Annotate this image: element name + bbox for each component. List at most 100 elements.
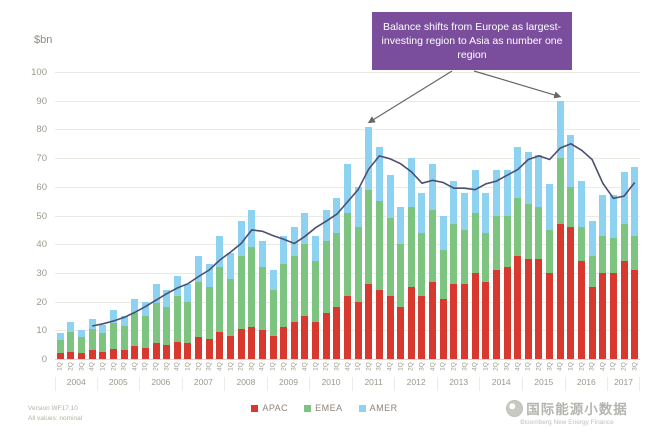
bar-segment-amer [141,301,149,316]
bar-segment-emea [131,313,139,347]
quarter-tick-label: 4Q [514,362,522,371]
bar-segment-apac [88,350,96,359]
stacked-bar-q53 [620,172,628,359]
quarter-tick-label: 2Q [237,362,245,371]
stacked-bar-q1 [67,321,75,359]
y-tick-label-70: 70 [36,153,47,165]
quarter-tick-label: 3Q [418,362,426,371]
values-note-label: All values: nominal [28,414,83,422]
stacked-bar-q8 [141,301,149,359]
bar-segment-amer [184,284,192,302]
wechat-account-logo-icon [506,399,524,417]
bar-segment-emea [524,204,532,259]
stacked-bar-q0 [56,333,64,359]
bar-segment-amer [110,310,117,324]
bar-segment-amer [258,241,266,268]
bar-segment-amer [588,221,596,256]
quarter-tick-label: 2Q [110,362,117,371]
bar-segment-emea [152,303,160,344]
bar-segment-amer [365,126,373,190]
bar-segment-apac [78,353,86,359]
bar-segment-amer [524,152,532,205]
bar-segment-emea [312,261,320,322]
legend-item-amer: AMER [358,403,398,413]
bar-segment-apac [99,351,107,359]
stacked-bar-q37 [450,181,458,359]
quarter-tick-label: 3Q [78,362,86,371]
bar-segment-emea [120,326,128,351]
bar-segment-emea [56,340,64,354]
bar-segment-amer [120,315,128,326]
bar-segment-apac [375,290,383,359]
stacked-bar-q34 [418,192,426,359]
bar-segment-apac [397,307,405,359]
year-tick-label-2013: 2013 [438,377,481,391]
year-tick-label-2007: 2007 [183,377,226,391]
quarter-axis-labels: 1Q 2Q 3Q 4Q 1Q 2Q 3Q 4Q 1Q 2Q 3Q 4Q 1Q 2Q 3Q 4Q 1Q 2Q 3Q 4Q… [55,360,640,377]
bar-segment-emea [375,201,383,291]
bar-segment-amer [195,255,203,282]
bar-segment-emea [99,333,107,352]
stacked-bar-q21 [280,235,288,359]
quarter-tick-label: 3Q [120,362,128,371]
stacked-bar-q4 [99,324,107,359]
bar-segment-amer [173,275,181,296]
bar-segment-emea [556,158,564,225]
watermark-block: 国际能源小数据 Bloomberg New Energy Finance [487,398,647,426]
bar-segment-apac [386,295,394,359]
year-tick-label-2010: 2010 [310,377,353,391]
quarter-tick-label: 1Q [354,362,362,371]
bar-segment-amer [439,215,447,250]
stacked-bar-q39 [471,169,479,359]
stacked-bar-q14 [205,264,213,359]
bar-segment-apac [599,272,607,359]
quarter-tick-label: 1Q [184,362,192,371]
stacked-bar-q5 [110,310,117,359]
bar-segment-apac [184,343,192,359]
quarter-tick-label: 4Q [344,362,351,371]
stacked-bar-q30 [375,146,383,359]
bar-segment-amer [503,169,511,216]
stacked-bar-q20 [269,270,277,359]
quarter-tick-label: 3Q [503,362,511,371]
bar-segment-amer [205,264,213,288]
quarter-tick-label: 3Q [248,362,256,371]
quarter-tick-label: 2Q [195,362,203,371]
bar-segment-apac [237,328,245,359]
bar-segment-amer [429,163,437,210]
quarter-tick-label: 2Q [152,362,160,371]
legend-item-emea: EMEA [304,403,343,413]
bar-segment-amer [556,100,564,159]
bar-segment-emea [333,232,341,308]
bar-segment-amer [88,318,96,329]
bar-segment-amer [407,158,415,207]
bar-segment-amer [514,146,522,199]
bar-segment-emea [631,235,639,271]
bar-segment-apac [67,351,75,359]
bar-segment-emea [471,212,479,273]
bar-segment-emea [609,238,617,273]
bar-segment-emea [461,229,468,285]
bar-segment-amer [56,333,64,341]
stacked-bar-q29 [365,126,373,359]
y-tick-label-30: 30 [36,267,47,279]
bar-segment-amer [471,169,479,213]
bar-segment-apac [248,327,256,359]
stacked-bar-q23 [301,212,309,359]
quarter-tick-label: 3Q [588,362,596,371]
bar-segment-amer [237,221,245,256]
quarter-tick-label: 1Q [482,362,490,371]
bar-segment-emea [397,244,405,308]
bar-segment-emea [450,224,458,285]
bar-segment-amer [78,330,86,338]
bar-segment-emea [290,255,298,322]
quarter-tick-label: 4Q [258,362,266,371]
stacked-bar-q41 [492,169,500,359]
bar-segment-emea [365,189,373,285]
bar-segment-amer [99,324,107,334]
y-tick-label-20: 20 [36,296,47,308]
bar-segment-amer [67,321,75,332]
y-tick-label-50: 50 [36,210,47,222]
quarter-tick-label: 4Q [173,362,181,371]
bar-segment-emea [269,290,277,337]
